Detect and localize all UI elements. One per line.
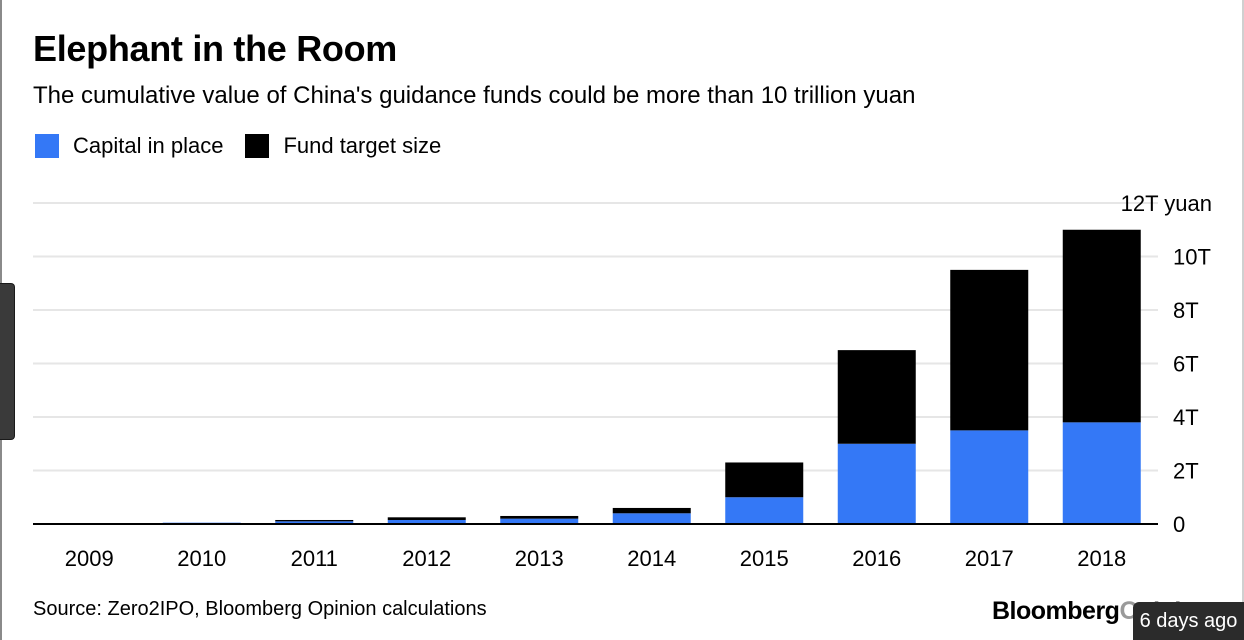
- bar-segment: [725, 462, 804, 498]
- bar-segment: [950, 430, 1029, 524]
- legend-swatch-capital: [35, 134, 59, 158]
- chart-title: Elephant in the Room: [33, 28, 398, 69]
- bar-segment: [387, 519, 466, 524]
- x-tick-label: 2013: [515, 546, 564, 571]
- bar-segment: [725, 497, 804, 524]
- source-note: Source: Zero2IPO, Bloomberg Opinion calc…: [33, 598, 487, 620]
- bar-segment: [837, 443, 916, 524]
- y-tick-label: 0: [1173, 512, 1185, 537]
- bar-segment: [500, 518, 579, 524]
- y-tick-label: 10T: [1173, 245, 1211, 270]
- bar-segment: [612, 513, 691, 524]
- legend-item-capital: Capital in place: [35, 133, 223, 159]
- bar-segment: [275, 519, 354, 522]
- bar-segment: [387, 517, 466, 520]
- legend-item-target: Fund target size: [245, 133, 441, 159]
- x-tick-label: 2012: [402, 546, 451, 571]
- y-tick-label: 6T: [1173, 352, 1199, 377]
- bar-segment: [1062, 422, 1141, 524]
- x-tick-label: 2010: [177, 546, 226, 571]
- x-tick-label: 2011: [291, 546, 338, 571]
- x-tick-label: 2018: [1077, 546, 1126, 571]
- stacked-bar-chart: 0 2T 4T 6T 8T 10T 12T yuan 2009 2010 2011 2012 2013…: [33, 191, 1212, 571]
- chart-subtitle: The cumulative value of China's guidance…: [33, 82, 916, 109]
- side-drawer-handle[interactable]: [0, 283, 15, 440]
- timestamp-badge: 6 days ago: [1133, 602, 1244, 640]
- bar-segment: [612, 507, 691, 514]
- legend-label-target: Fund target size: [283, 133, 442, 158]
- bar-segment: [1062, 229, 1141, 423]
- bar-segment: [275, 521, 354, 524]
- x-tick-label: 2009: [65, 546, 114, 571]
- brand-main: Bloomberg: [992, 597, 1120, 625]
- x-tick-label: 2017: [965, 546, 1014, 571]
- x-tick-label: 2016: [852, 546, 901, 571]
- y-tick-label: 12T yuan: [1121, 191, 1212, 216]
- chart-legend: Capital in place Fund target size: [35, 133, 463, 159]
- window-right-edge: [1242, 0, 1244, 640]
- bar-segment: [500, 515, 579, 519]
- bar-segment: [950, 269, 1029, 431]
- bar-segment: [837, 350, 916, 444]
- y-tick-label: 8T: [1173, 298, 1199, 323]
- y-tick-label: 2T: [1173, 459, 1199, 484]
- x-tick-label: 2015: [740, 546, 789, 571]
- legend-swatch-target: [245, 134, 270, 158]
- x-tick-label: 2014: [627, 546, 676, 571]
- y-tick-label: 4T: [1173, 405, 1199, 430]
- legend-label-capital: Capital in place: [73, 133, 224, 158]
